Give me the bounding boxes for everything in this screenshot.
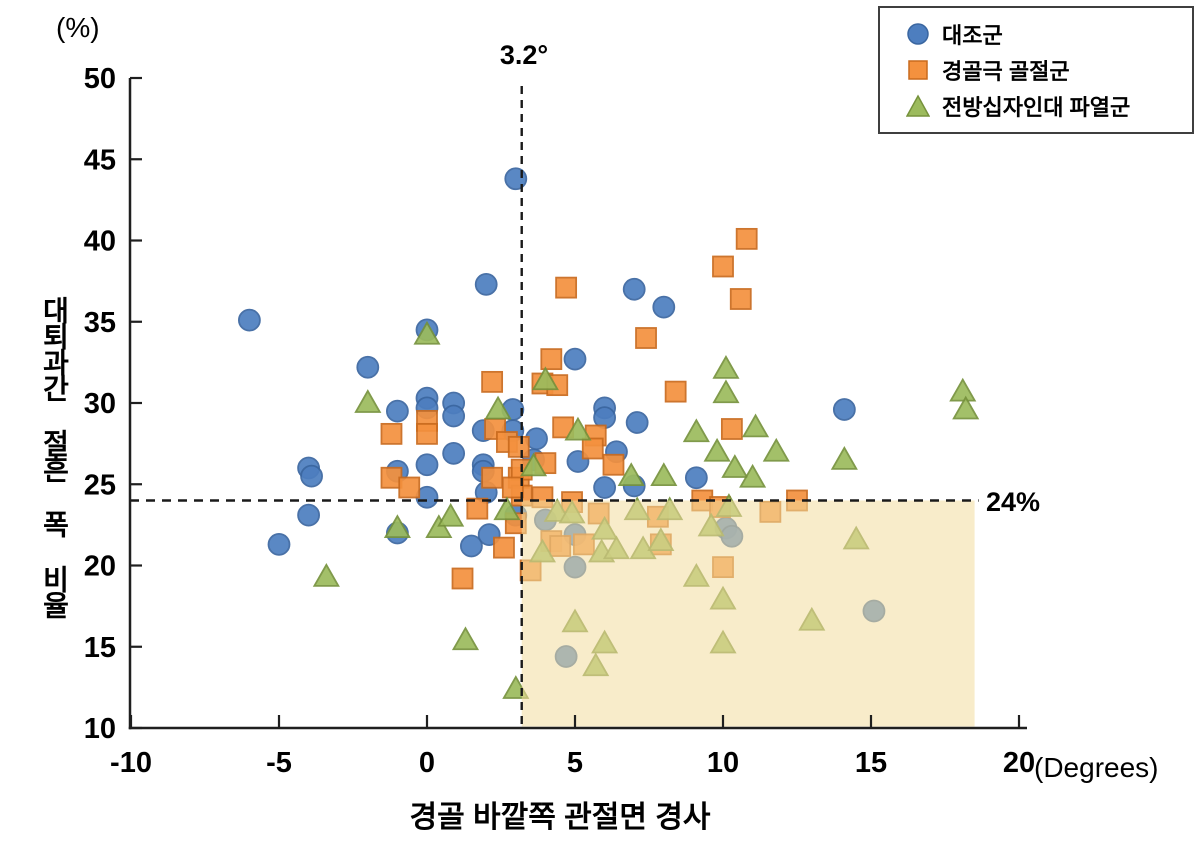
x-tick-label: 0: [419, 747, 435, 779]
y-tick-label: 50: [84, 63, 116, 95]
data-point-series-0: [297, 503, 321, 527]
x-unit-label: (Degrees): [1034, 752, 1159, 783]
data-point-series-1: [466, 497, 489, 520]
legend-item-acl-rupture: 전방십자인대 파열군: [906, 90, 1186, 122]
y-tick-label: 10: [84, 713, 116, 745]
data-point-series-0: [832, 398, 856, 421]
data-point-series-1: [555, 276, 578, 299]
shaded-region: [521, 500, 975, 727]
data-point-series-2: [413, 320, 441, 345]
data-point-series-1: [507, 435, 530, 458]
data-point-series-0: [300, 464, 323, 488]
y-tick-label: 35: [84, 307, 116, 339]
data-point-series-0: [237, 308, 261, 332]
y-tick-label: 30: [84, 388, 116, 420]
data-point-series-0: [385, 399, 409, 423]
data-point-series-0: [593, 476, 616, 499]
data-point-series-1: [581, 437, 604, 460]
data-point-series-0: [459, 534, 483, 558]
y-tick-label: 15: [84, 632, 116, 664]
data-point-series-1: [720, 418, 743, 440]
data-point-series-2: [520, 452, 548, 477]
y-tick-label: 25: [84, 469, 116, 501]
data-point-series-2: [682, 418, 710, 443]
data-point-series-1: [540, 348, 563, 371]
data-point-series-1: [635, 327, 657, 349]
data-point-series-1: [481, 466, 504, 489]
data-point-series-2: [564, 416, 592, 441]
x-tick-label: 20: [1003, 747, 1035, 779]
data-point-series-0: [622, 277, 646, 301]
y-tick-label: 40: [84, 226, 116, 258]
data-point-series-2: [531, 366, 559, 391]
data-point-series-0: [356, 355, 380, 379]
data-point-series-1: [712, 255, 734, 278]
legend: 대조군 경골극 골절군 전방십자인대 파열군: [878, 6, 1194, 134]
data-point-series-0: [442, 441, 466, 465]
data-point-series-2: [383, 514, 411, 539]
data-point-series-2: [830, 446, 858, 470]
data-point-series-2: [451, 626, 480, 651]
data-point-series-1: [398, 476, 421, 499]
data-point-series-1: [481, 370, 504, 393]
x-axis-title: 경골 바깥쪽 관절면 경사: [409, 801, 711, 834]
data-point-series-2: [703, 437, 731, 462]
data-point-series-1: [735, 227, 758, 250]
data-point-series-2: [437, 502, 465, 527]
data-point-series-2: [712, 379, 740, 404]
hline-label: 24%: [986, 487, 1041, 517]
data-point-series-0: [415, 453, 439, 477]
data-point-series-2: [952, 395, 980, 420]
legend-item-control: 대조군: [906, 18, 1186, 50]
data-point-series-2: [742, 413, 770, 438]
y-tick-label: 20: [84, 551, 116, 583]
data-point-series-2: [312, 563, 340, 587]
legend-label: 전방십자인대 파열군: [942, 95, 1131, 120]
data-point-series-1: [451, 567, 474, 590]
data-point-series-2: [493, 496, 521, 521]
data-point-series-1: [664, 380, 687, 403]
data-point-series-0: [474, 272, 498, 296]
data-point-series-0: [442, 404, 466, 428]
data-point-series-0: [563, 347, 587, 371]
data-point-series-1: [380, 422, 403, 445]
data-point-series-2: [721, 454, 749, 478]
data-point-series-1: [501, 476, 524, 499]
data-point-series-2: [739, 463, 767, 488]
data-point-series-0: [504, 167, 528, 191]
legend-label: 경골극 골절군: [942, 59, 1070, 84]
x-tick-label: -5: [266, 747, 292, 779]
data-point-series-1: [493, 536, 515, 559]
data-point-series-0: [267, 532, 291, 556]
data-point-series-1: [729, 288, 752, 310]
data-point-series-1: [602, 453, 625, 476]
x-tick-label: 15: [855, 747, 887, 779]
data-point-series-2: [354, 389, 382, 413]
vline-label: 3.2°: [499, 40, 549, 70]
data-point-series-0: [652, 295, 676, 319]
x-tick-label: -10: [110, 747, 152, 779]
legend-item-tibial-spine-fracture: 경골극 골절군: [906, 54, 1186, 86]
data-point-series-0: [625, 411, 649, 434]
data-point-series-2: [484, 395, 512, 420]
y-tick-label: 45: [84, 144, 116, 176]
data-point-series-1: [416, 422, 438, 445]
data-point-series-2: [617, 462, 645, 487]
data-point-series-2: [712, 355, 740, 379]
data-point-series-2: [650, 462, 678, 487]
data-point-series-2: [949, 377, 977, 402]
x-tick-label: 10: [707, 747, 739, 779]
y-axis-title: 대퇴과간 절흔 폭 비율: [39, 296, 70, 617]
y-unit-label: (%): [56, 12, 100, 43]
data-point-series-2: [762, 437, 790, 462]
x-tick-label: 5: [567, 747, 583, 779]
legend-square-icon: [908, 60, 928, 80]
legend-triangle-icon: [906, 94, 930, 117]
legend-label: 대조군: [942, 23, 1003, 48]
legend-circle-icon: [907, 23, 929, 45]
data-point-series-0: [684, 466, 708, 490]
